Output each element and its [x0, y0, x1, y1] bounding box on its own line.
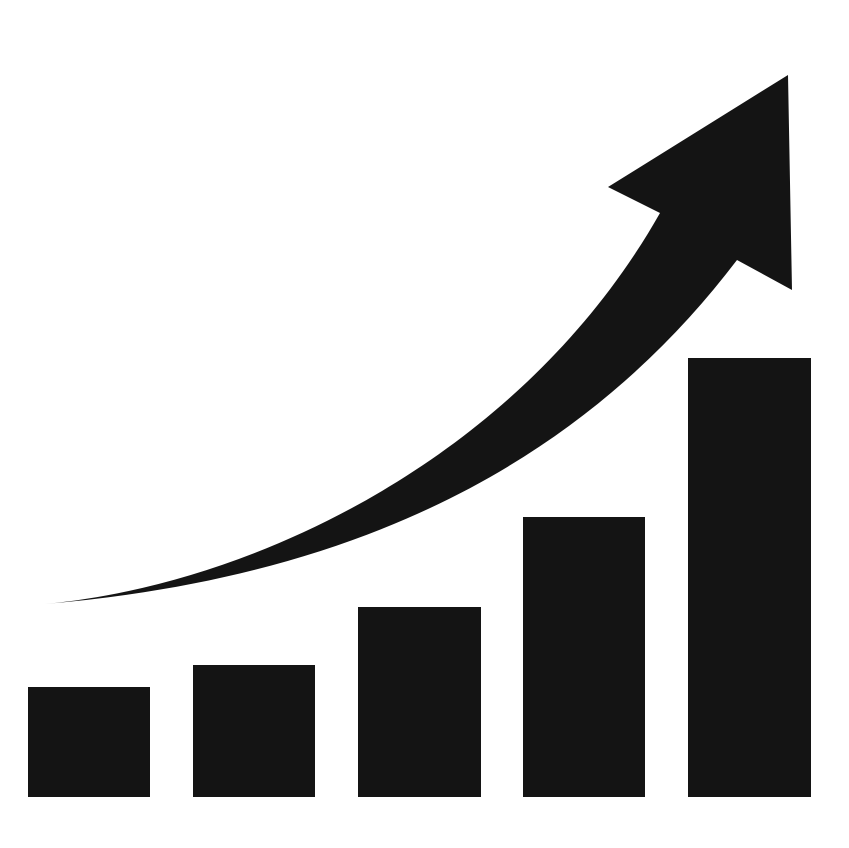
bar: [28, 687, 150, 797]
bars: [28, 358, 811, 797]
bar: [688, 358, 811, 797]
bar: [193, 665, 315, 797]
trend-arrow: [45, 75, 792, 604]
bar: [523, 517, 645, 797]
bar: [358, 607, 481, 797]
